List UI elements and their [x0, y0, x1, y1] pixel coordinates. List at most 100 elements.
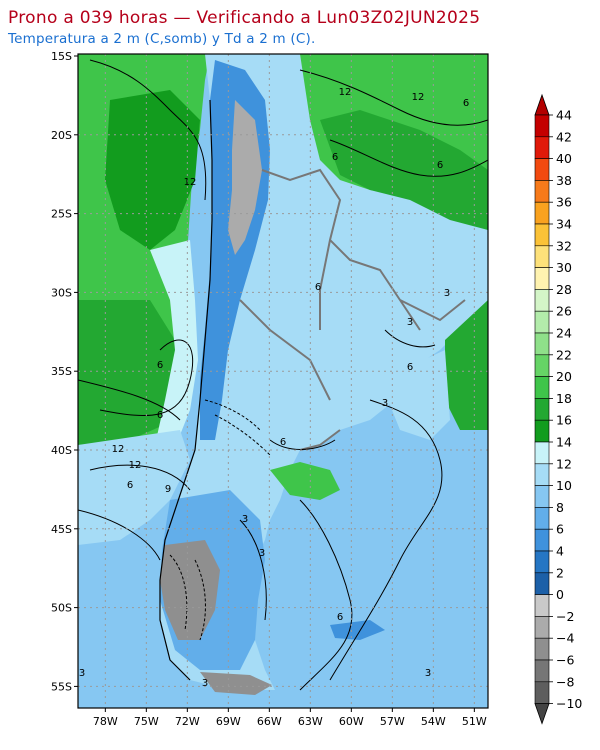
lat-tick-label: 20S [51, 129, 72, 142]
colorbar-label: −8 [556, 674, 574, 689]
colorbar-label: 16 [556, 413, 572, 428]
colorbar-swatch [534, 637, 550, 661]
colorbar-swatch [534, 507, 550, 530]
lon-tick-label: 60W [339, 715, 364, 728]
contour-label: 12 [412, 92, 425, 103]
contour-label: 12 [112, 444, 125, 455]
colorbar-label: −2 [556, 609, 574, 624]
colorbar-label: 8 [556, 500, 564, 515]
contour-label: 6 [337, 612, 343, 623]
falklands-patch [330, 620, 385, 640]
contour-label: 12 [184, 177, 197, 188]
lon-tick-label: 57W [380, 715, 405, 728]
contour-label: 3 [407, 317, 413, 328]
colorbar-swatch [534, 180, 550, 203]
lat-lon-grid [78, 54, 488, 708]
colorbar-swatch [534, 681, 550, 704]
contour-label: 6 [437, 160, 443, 171]
colorbar-swatch [534, 594, 550, 617]
colorbar-swatch [534, 463, 550, 486]
colorbar-label: 40 [556, 151, 572, 166]
colorbar-label: 22 [556, 347, 572, 362]
map-frame [77, 53, 489, 709]
colorbar-label: 10 [556, 478, 572, 493]
lon-tick-label: 69W [216, 715, 241, 728]
pacific-coastline [159, 99, 213, 681]
andes-highlands [228, 100, 262, 255]
lat-tick-label: 15S [51, 50, 72, 63]
contour-label: 12 [129, 460, 142, 471]
contour-label: 6 [280, 437, 286, 448]
contour-label: 6 [332, 152, 338, 163]
colorbar-label: 18 [556, 391, 572, 406]
colorbar-label: 28 [556, 282, 572, 297]
colorbar-label: 32 [556, 238, 572, 253]
lat-tick-label: 25S [51, 208, 72, 221]
colorbar-label: 6 [556, 522, 564, 537]
colorbar-label: 20 [556, 369, 572, 384]
lon-tick-label: 66W [257, 715, 282, 728]
contour-value-labels: 12 12 6 6 6 12 6 6 3 6 3 12 6 12 6 9 3 6 3 3 3 3 3 6 [79, 87, 469, 689]
colorbar-swatch [534, 616, 550, 639]
atlantic-band [380, 350, 450, 440]
colorbar-swatch [534, 550, 550, 574]
pacific-green-dark [78, 300, 185, 445]
colorbar-label: 38 [556, 173, 572, 188]
lon-tick-label: 72W [175, 715, 200, 728]
contour-label: 3 [382, 398, 388, 409]
colorbar-swatch [534, 376, 550, 399]
colorbar-swatch [534, 528, 550, 552]
colorbar-label: 24 [556, 326, 572, 341]
lat-tick-label: 45S [51, 523, 72, 536]
contour-label: 6 [407, 362, 413, 373]
lon-tick-label: 63W [298, 715, 323, 728]
colorbar-swatch [534, 310, 550, 334]
lon-tick-label: 78W [93, 715, 118, 728]
brazil-darkgreen [320, 110, 488, 230]
colorbar-swatch [534, 398, 550, 421]
colorbar-min-arrow [534, 703, 550, 725]
contour-label: 6 [315, 282, 321, 293]
colorbar-label: 2 [556, 565, 564, 580]
colorbar-label: 44 [556, 108, 572, 123]
contour-label: 3 [444, 288, 450, 299]
colorbar-swatch [534, 419, 550, 443]
lon-tick-label: 75W [134, 715, 159, 728]
lat-tick-label: 50S [51, 602, 72, 615]
colorbar-label: 36 [556, 195, 572, 210]
colorbar-swatch [534, 659, 550, 683]
contour-label: 3 [79, 668, 85, 679]
colorbar-swatch [534, 572, 550, 595]
lon-tick-label: 54W [421, 715, 446, 728]
colorbar-swatch [534, 354, 550, 377]
shelf-green-patch [270, 462, 340, 500]
contour-label: 6 [127, 480, 133, 491]
contour-lines [78, 59, 488, 691]
pacific-green-north [105, 90, 200, 250]
pacific-coastal-band [150, 240, 198, 445]
colorbar-swatch [534, 332, 550, 356]
lat-tick-label: 30S [51, 286, 72, 299]
lat-tick-label: 55S [51, 680, 72, 693]
map-title: Prono a 039 horas — Verificando a Lun03Z… [8, 8, 481, 28]
colorbar-label: 26 [556, 304, 572, 319]
contour-label: 9 [165, 484, 171, 495]
contour-label: 12 [339, 87, 352, 98]
colorbar-label: 42 [556, 129, 572, 144]
contour-label: 3 [425, 668, 431, 679]
southern-pacific [78, 430, 190, 545]
contour-label: 3 [259, 548, 265, 559]
contour-label: 6 [157, 410, 163, 421]
country-borders [239, 168, 466, 451]
colorbar-label: 14 [556, 435, 572, 450]
colorbar-swatch [534, 267, 550, 290]
map-subtitle: Temperatura a 2 m (C,somb) y Td a 2 m (C… [8, 31, 316, 47]
colorbar-swatch [534, 441, 550, 465]
colorbar-swatch [534, 114, 550, 138]
colorbar-label: 34 [556, 217, 572, 232]
colorbar-swatch [534, 245, 550, 268]
lat-tick-label: 40S [51, 444, 72, 457]
colorbar-label: 0 [556, 587, 564, 602]
lat-tick-label: 35S [51, 365, 72, 378]
